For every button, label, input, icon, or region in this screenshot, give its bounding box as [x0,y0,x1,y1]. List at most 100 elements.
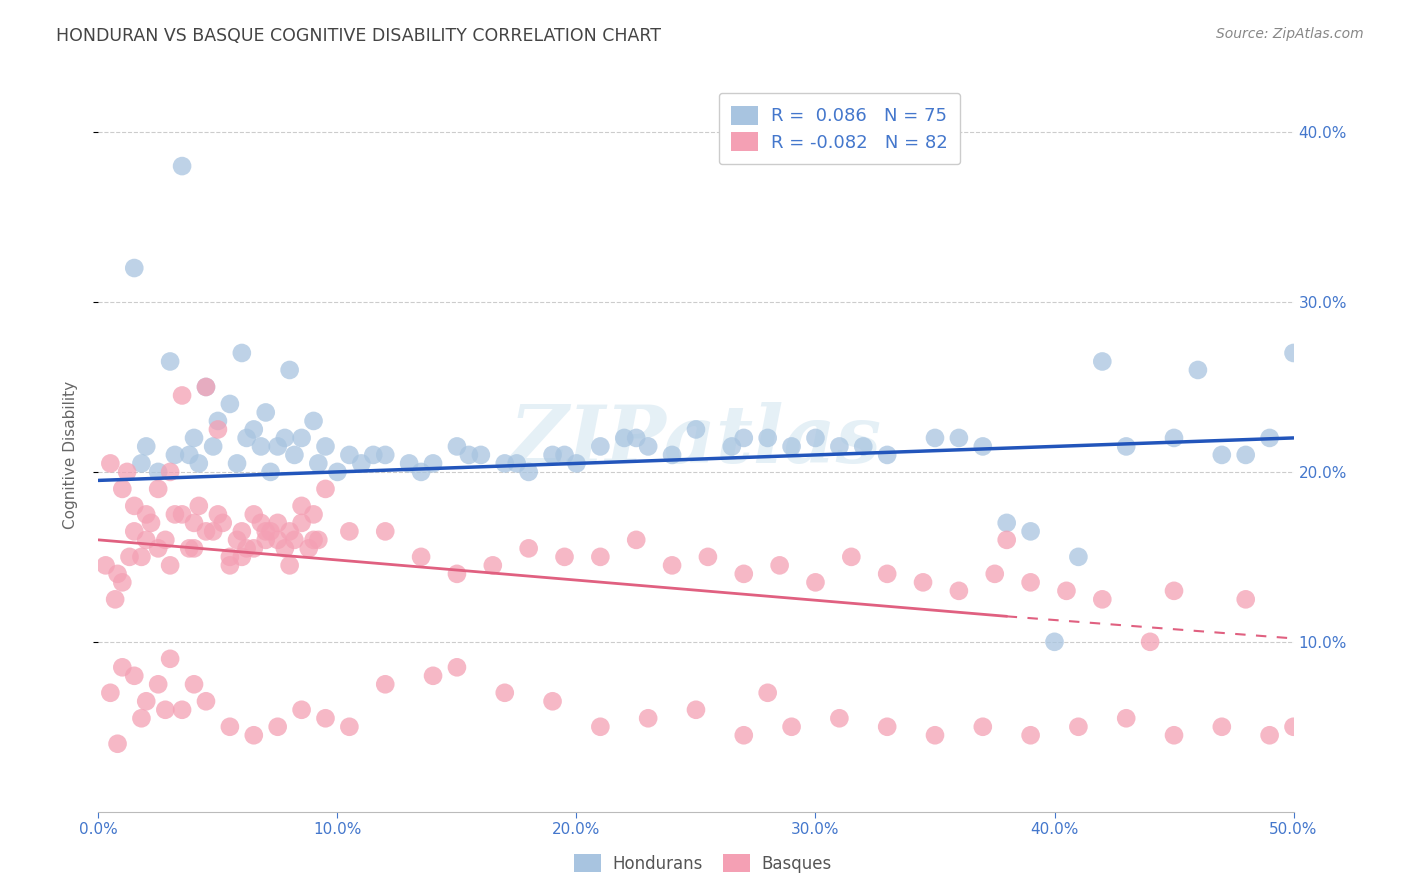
Text: ZIPatlas: ZIPatlas [510,402,882,479]
Point [374,448,396,462]
Point [756,431,779,445]
Point [243,541,266,556]
Point [148,541,170,556]
Point [948,431,970,445]
Point [235,541,257,556]
Point [207,508,229,522]
Point [195,380,218,394]
Point [685,703,707,717]
Point [995,533,1018,547]
Point [124,499,146,513]
Point [363,448,385,462]
Point [254,405,277,419]
Point [202,524,225,539]
Point [374,677,396,691]
Point [494,686,516,700]
Point [446,660,468,674]
Point [159,354,181,368]
Point [159,652,181,666]
Point [804,575,827,590]
Point [422,669,444,683]
Point [1019,524,1042,539]
Text: Source: ZipAtlas.com: Source: ZipAtlas.com [1216,27,1364,41]
Point [626,533,648,547]
Point [1019,728,1042,742]
Point [828,439,851,453]
Point [148,465,170,479]
Point [458,448,481,462]
Point [291,703,314,717]
Point [111,660,134,674]
Point [470,448,492,462]
Point [172,703,194,717]
Point [163,508,186,522]
Point [1163,583,1185,598]
Point [283,448,305,462]
Point [226,457,249,471]
Point [107,566,129,581]
Point [207,422,229,436]
Point [1043,635,1066,649]
Point [1282,346,1305,360]
Point [613,431,636,445]
Point [1067,549,1090,564]
Point [756,686,779,700]
Point [446,566,468,581]
Point [517,541,540,556]
Point [733,728,755,742]
Point [307,533,329,547]
Point [1139,635,1161,649]
Point [1258,431,1281,445]
Point [267,516,290,530]
Point [972,439,994,453]
Point [111,575,134,590]
Point [291,516,314,530]
Point [697,549,720,564]
Point [107,737,129,751]
Point [315,439,337,453]
Point [307,457,329,471]
Point [1067,720,1090,734]
Point [131,549,153,564]
Point [243,422,266,436]
Point [721,439,744,453]
Point [984,566,1007,581]
Point [207,414,229,428]
Point [876,720,898,734]
Point [1056,583,1078,598]
Point [1115,439,1137,453]
Point [780,439,803,453]
Point [1115,711,1137,725]
Point [259,465,281,479]
Point [183,677,205,691]
Point [179,541,201,556]
Point [139,516,162,530]
Point [541,694,564,708]
Point [231,346,253,360]
Point [243,508,266,522]
Point [135,694,157,708]
Point [626,431,648,445]
Point [172,159,194,173]
Point [948,583,970,598]
Point [339,720,361,734]
Point [291,431,314,445]
Point [124,524,146,539]
Text: HONDURAN VS BASQUE COGNITIVE DISABILITY CORRELATION CHART: HONDURAN VS BASQUE COGNITIVE DISABILITY … [56,27,661,45]
Point [995,516,1018,530]
Point [1019,575,1042,590]
Point [235,431,257,445]
Point [274,541,297,556]
Point [565,457,588,471]
Point [219,549,242,564]
Point [135,533,157,547]
Point [291,499,314,513]
Point [506,457,529,471]
Point [661,448,683,462]
Point [219,558,242,573]
Point [283,533,305,547]
Point [195,524,218,539]
Point [278,524,301,539]
Point [1163,431,1185,445]
Point [187,499,209,513]
